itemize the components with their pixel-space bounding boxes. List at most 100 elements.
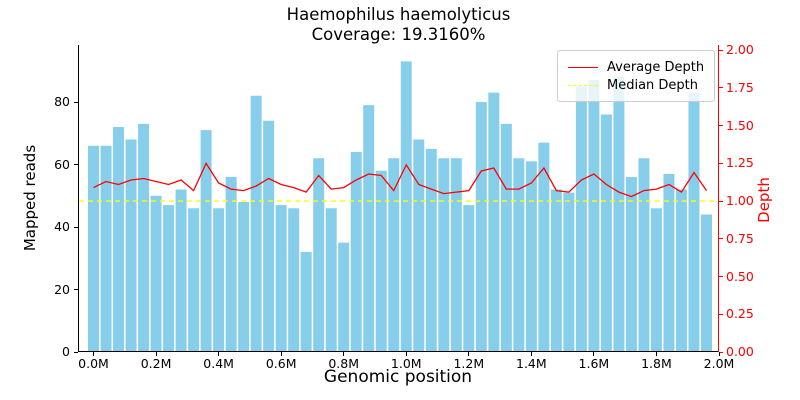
mapped-reads-bar [213,208,225,352]
chart-title-line1: Haemophilus haemolyticus [286,5,511,24]
y-right-tick-label: 1.00 [726,193,754,209]
y-left-tick [74,226,78,228]
y-left-tick [74,101,78,103]
y-left-tick-label: 0 [62,344,70,359]
y-right-tick [719,162,723,164]
mapped-reads-bar [350,152,362,352]
mapped-reads-bar [388,158,400,352]
y-right-tick [719,276,723,278]
y-right-tick-label: 0.50 [726,268,754,284]
mapped-reads-bar [413,139,425,352]
x-tick-label: 0.8M [328,356,360,371]
x-tick [93,352,94,356]
mapped-reads-bar [175,189,187,352]
mapped-reads-bar [125,139,137,352]
x-tick [655,352,657,356]
x-tick [718,352,720,356]
x-axis-label: Genomic position [323,367,473,387]
mapped-reads-bar [563,192,575,352]
mapped-reads-bar [663,173,675,352]
y-right-tick-label: 1.25 [726,155,754,171]
mapped-reads-bar [375,170,387,352]
mapped-reads-bar [488,92,500,352]
y-right-tick [719,238,723,240]
chart-title: Haemophilus haemolyticus Coverage: 19.31… [78,5,719,45]
mapped-reads-bar [675,189,687,352]
x-tick-label: 1.8M [641,356,672,371]
x-tick-label: 2.0M [703,356,735,371]
x-tick-label: 0.4M [203,356,234,371]
mapped-reads-bar [575,86,587,352]
y-left-tick-label: 40 [54,219,70,234]
mapped-reads-bar [500,123,512,352]
legend-item-average-depth: Average Depth [568,58,704,76]
median-depth-line-sample-icon [568,84,598,86]
mapped-reads-bar [275,205,287,352]
y-right-tick-label: 0.25 [726,306,754,322]
mapped-reads-bar [463,205,475,352]
mapped-reads-bar [288,208,300,352]
mapped-reads-bar [613,77,625,352]
legend: Average Depth Median Depth [557,50,715,102]
x-tick [155,352,157,356]
mapped-reads-bar [188,208,200,352]
y-right-tick [719,200,723,202]
mapped-reads-bar [88,145,100,352]
x-tick [343,352,345,356]
mapped-reads-bar [400,61,412,352]
mapped-reads-bar [475,102,487,352]
mapped-reads-bar [138,123,150,352]
x-tick-label: 1.0M [390,356,422,371]
y-right-tick [719,125,723,127]
mapped-reads-bar [225,177,237,352]
mapped-reads-bar [313,158,325,352]
mapped-reads-bar [688,92,700,352]
y-right-tick [719,313,723,315]
mapped-reads-bar [700,214,712,352]
mapped-reads-bar [150,195,162,352]
x-tick [530,352,532,356]
mapped-reads-bar [338,242,350,352]
legend-label-average-depth: Average Depth [607,59,705,75]
y-left-tick [74,164,78,165]
average-depth-line-sample-icon [568,66,598,68]
mapped-reads-bar [588,80,600,352]
x-tick [218,352,220,356]
legend-label-median-depth: Median Depth [607,77,699,93]
mapped-reads-bar [200,130,212,352]
mapped-reads-bar [550,189,562,352]
chart-title-line2: Coverage: 19.3160% [311,25,486,44]
y-left-tick [74,289,78,290]
mapped-reads-bar [425,148,437,352]
mapped-reads-bar [638,158,650,352]
average-depth-line [93,162,708,198]
y-right-tick-label: 1.50 [726,117,754,133]
mapped-reads-bar [600,114,612,352]
mapped-reads-bar [113,127,125,352]
mapped-reads-bar [450,158,462,352]
mapped-reads-bar [538,142,550,352]
x-tick-label: 1.6M [578,356,610,371]
x-tick [280,352,282,356]
legend-item-median-depth: Median Depth [568,76,704,94]
mapped-reads-bar [300,252,312,352]
y-right-tick [719,87,723,89]
plot-area [78,45,719,352]
mapped-reads-bar [363,105,375,352]
y-left-tick-label: 20 [54,281,70,297]
y-left-tick-label: 80 [54,94,70,109]
x-tick [468,352,470,356]
chart-canvas [78,45,719,352]
mapped-reads-bar [325,208,337,352]
mapped-reads-bar [238,202,250,352]
y-right-tick-label: 0.75 [726,230,754,246]
mapped-reads-bar [250,95,262,352]
mapped-reads-bar [438,158,450,352]
x-tick [593,352,595,356]
y-left-tick-label: 60 [54,156,70,172]
mapped-reads-bar [513,158,525,352]
y-right-tick [719,49,723,51]
x-tick-label: 0.2M [140,356,172,371]
y-right-tick [719,351,723,353]
